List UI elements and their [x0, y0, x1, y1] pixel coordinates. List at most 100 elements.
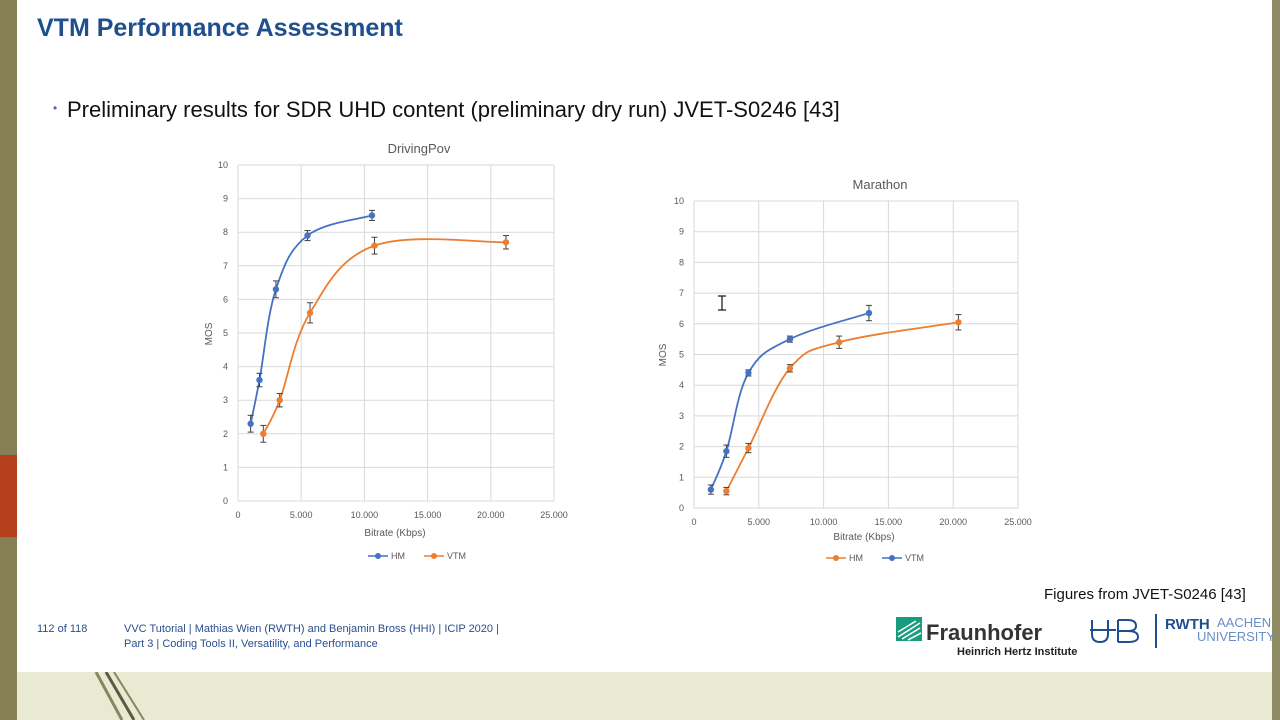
- data-point-vtm: [256, 376, 263, 384]
- series-line-hm: [262, 238, 506, 435]
- legend-hm: HM: [849, 553, 863, 563]
- y-tick-label: 8: [679, 257, 684, 267]
- y-tick-label: 10: [218, 160, 228, 170]
- x-tick-label: 20.000: [939, 517, 967, 527]
- left-decor-bar: [0, 0, 17, 720]
- x-tick-labels: 0 5.000 10.000 15.000 20.000 25.000: [235, 510, 567, 520]
- y-tick-label: 0: [679, 503, 684, 513]
- data-point-vtm: [304, 232, 311, 239]
- slide-title: VTM Performance Assessment: [37, 14, 403, 42]
- chart-title: Marathon: [853, 177, 908, 192]
- chart-legend: HM VTM: [826, 553, 924, 563]
- bullet-dot-icon: •: [53, 101, 58, 115]
- y-tick-label: 1: [223, 462, 228, 472]
- slide-canvas: [17, 0, 1272, 672]
- chart-grid: [693, 200, 1019, 509]
- data-point-vtm: [707, 486, 715, 493]
- data-point-hm: [955, 319, 962, 326]
- data-point-hm: [306, 309, 314, 317]
- chart-grid: [237, 164, 555, 502]
- x-tick-label: 0: [235, 510, 240, 520]
- y-tick-label: 9: [223, 194, 228, 204]
- data-point-hm: [371, 242, 378, 249]
- x-tick-label: 10.000: [810, 517, 838, 527]
- y-tick-label: 2: [679, 442, 684, 452]
- y-tick-label: 2: [223, 429, 228, 439]
- y-tick-label: 4: [223, 362, 228, 372]
- y-tick-label: 5: [679, 350, 684, 360]
- data-point-vtm: [745, 369, 752, 377]
- y-tick-label: 6: [223, 294, 228, 304]
- right-decor-bar: [1272, 0, 1280, 720]
- fraunhofer-name: Fraunhofer: [926, 620, 1043, 645]
- bullet-text: Preliminary results for SDR UHD content …: [67, 97, 840, 122]
- data-point-hm: [260, 430, 267, 437]
- y-tick-label: 3: [679, 411, 684, 421]
- y-tick-label: 10: [674, 196, 684, 206]
- chart-legend: HM VTM: [368, 551, 466, 561]
- series-line-hm: [725, 321, 959, 492]
- rwth-text: RWTH: [1165, 616, 1210, 633]
- y-axis-label: MOS: [658, 343, 669, 366]
- y-tick-labels: 0 1 2 3 4 5 6 7 8 9 10: [218, 160, 228, 506]
- y-tick-label: 7: [679, 288, 684, 298]
- x-tick-label: 5.000: [290, 510, 313, 520]
- data-point-vtm: [865, 309, 873, 317]
- data-point-vtm: [247, 420, 254, 427]
- chart-title: DrivingPov: [388, 141, 451, 156]
- x-tick-label: 10.000: [351, 510, 379, 520]
- x-tick-label: 15.000: [414, 510, 442, 520]
- data-point-hm: [835, 339, 843, 346]
- footer-line-2: Part 3 | Coding Tools II, Versatility, a…: [124, 638, 378, 650]
- y-tick-label: 8: [223, 227, 228, 237]
- chart-drivingpov: DrivingPov 0 1 2 3 4 5 6 7 8 9 10 0 5.000 10.000 15.0…: [204, 141, 568, 561]
- legend-vtm: VTM: [905, 553, 924, 563]
- x-tick-label: 20.000: [477, 510, 505, 520]
- x-tick-label: 25.000: [540, 510, 568, 520]
- bottom-decor-strip: [17, 672, 1272, 720]
- hhi-logo-icon: [1090, 619, 1140, 644]
- x-tick-label: 15.000: [875, 517, 903, 527]
- figure-caption: Figures from JVET-S0246 [43]: [1044, 586, 1246, 603]
- fraunhofer-logo-icon: [896, 617, 922, 641]
- y-tick-label: 7: [223, 261, 228, 271]
- y-tick-label: 6: [679, 319, 684, 329]
- data-point-vtm: [786, 335, 794, 343]
- y-tick-label: 3: [223, 395, 228, 405]
- data-point-vtm: [272, 286, 280, 293]
- data-point-hm: [502, 239, 510, 246]
- data-point-hm: [786, 365, 794, 372]
- chart-series: [707, 304, 962, 496]
- data-point-hm: [276, 397, 283, 404]
- x-axis-label: Bitrate (Kbps): [833, 532, 894, 543]
- y-tick-label: 4: [679, 380, 684, 390]
- footer-line-1: VVC Tutorial | Mathias Wien (RWTH) and B…: [124, 623, 499, 635]
- y-tick-label: 5: [223, 328, 228, 338]
- y-tick-label: 0: [223, 496, 228, 506]
- decorative-lines: [94, 672, 145, 720]
- rwth-university-text: UNIVERSITY: [1197, 629, 1276, 644]
- fraunhofer-institute: Heinrich Hertz Institute: [957, 646, 1078, 658]
- series-line-vtm: [249, 214, 373, 424]
- page-number: 112 of 118: [37, 623, 88, 635]
- x-tick-label: 25.000: [1004, 517, 1032, 527]
- chart-marathon: Marathon 0 1 2 3 4 5 6 7 8 9 10 0 5.000 10.000 15.000…: [658, 177, 1032, 563]
- x-tick-labels: 0 5.000 10.000 15.000 20.000 25.000: [691, 517, 1031, 527]
- data-point-hm: [745, 444, 752, 452]
- data-point-hm: [723, 487, 730, 495]
- x-axis-label: Bitrate (Kbps): [364, 528, 425, 539]
- x-tick-label: 5.000: [748, 517, 771, 527]
- x-tick-label: 0: [691, 517, 696, 527]
- text-cursor-icon: [718, 295, 726, 311]
- data-point-vtm: [368, 212, 376, 219]
- rwth-aachen-text: AACHEN: [1217, 615, 1272, 630]
- chart-series: [247, 209, 510, 443]
- legend-hm: HM: [391, 551, 405, 561]
- y-tick-label: 1: [679, 472, 684, 482]
- legend-vtm: VTM: [447, 551, 466, 561]
- data-point-vtm: [723, 448, 730, 455]
- left-accent-bar: [0, 455, 17, 537]
- y-tick-label: 9: [679, 227, 684, 237]
- rwth-logo: RWTH AACHEN UNIVERSITY: [1155, 614, 1275, 648]
- y-axis-label: MOS: [204, 322, 215, 345]
